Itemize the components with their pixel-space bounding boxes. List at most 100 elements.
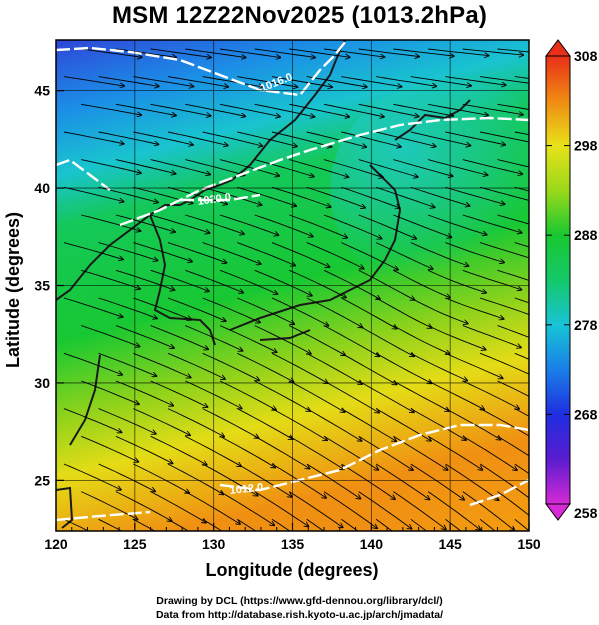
streamline bbox=[167, 242, 227, 263]
streamline bbox=[237, 518, 257, 531]
streamline bbox=[514, 297, 529, 304]
streamline bbox=[254, 103, 315, 117]
streamline bbox=[306, 186, 365, 207]
streamline bbox=[341, 242, 398, 270]
streamline bbox=[428, 103, 488, 115]
streamline bbox=[428, 48, 489, 56]
streamline bbox=[63, 297, 123, 317]
streamline bbox=[254, 48, 315, 58]
streamline bbox=[63, 131, 124, 144]
credit-line-drawing: Drawing by DCL (https://www.gfd-dennou.o… bbox=[156, 595, 443, 607]
streamline bbox=[445, 463, 498, 500]
streamline bbox=[63, 242, 123, 260]
streamline bbox=[462, 491, 515, 531]
streamline bbox=[81, 435, 138, 462]
streamline bbox=[219, 435, 275, 467]
streamline bbox=[410, 408, 466, 440]
streamline bbox=[497, 380, 529, 397]
streamline bbox=[497, 103, 529, 110]
streamline bbox=[237, 131, 297, 146]
streamline bbox=[289, 491, 342, 528]
streamline bbox=[167, 463, 224, 494]
streamline bbox=[497, 435, 529, 457]
streamline bbox=[376, 76, 436, 87]
streamline bbox=[393, 159, 452, 177]
streamline bbox=[167, 131, 228, 145]
streamline bbox=[375, 242, 433, 270]
streamline bbox=[358, 491, 412, 529]
streamline bbox=[202, 131, 263, 146]
streamline bbox=[358, 159, 418, 178]
streamline bbox=[480, 76, 529, 84]
streamline bbox=[271, 297, 328, 326]
streamline bbox=[445, 518, 462, 531]
colorbar-tick-label: 278 bbox=[574, 317, 598, 333]
streamline bbox=[115, 269, 175, 290]
streamline bbox=[341, 463, 395, 499]
colorbar-tick-label: 288 bbox=[574, 227, 598, 243]
streamline bbox=[341, 518, 359, 531]
streamline bbox=[133, 242, 192, 262]
streamline bbox=[167, 76, 228, 87]
x-tick-label: 140 bbox=[360, 536, 384, 552]
streamline bbox=[289, 269, 346, 297]
streamline bbox=[393, 380, 449, 411]
streamline bbox=[462, 214, 522, 233]
streamline bbox=[514, 131, 529, 136]
streamline bbox=[219, 325, 277, 353]
wind-streamlines bbox=[63, 48, 529, 531]
streamline bbox=[358, 103, 419, 116]
streamline bbox=[115, 491, 172, 521]
streamline bbox=[133, 76, 193, 87]
streamline bbox=[167, 352, 225, 379]
streamline bbox=[289, 380, 344, 412]
streamline bbox=[514, 518, 529, 531]
streamline bbox=[237, 186, 296, 206]
streamline bbox=[393, 325, 449, 354]
streamline bbox=[133, 297, 191, 320]
streamline bbox=[237, 352, 293, 382]
streamline bbox=[445, 408, 500, 440]
streamline bbox=[150, 48, 211, 58]
streamline bbox=[514, 186, 529, 192]
streamline bbox=[254, 214, 313, 237]
streamline bbox=[202, 186, 262, 205]
streamline bbox=[427, 269, 486, 292]
coastlines bbox=[56, 40, 471, 529]
streamline bbox=[479, 186, 529, 201]
streamline bbox=[185, 214, 244, 234]
streamline bbox=[133, 408, 190, 436]
streamline bbox=[98, 242, 158, 261]
streamline bbox=[341, 352, 396, 384]
streamline bbox=[306, 297, 363, 327]
streamline bbox=[306, 408, 362, 441]
colorbar-tick-label: 268 bbox=[574, 406, 598, 422]
streamline bbox=[427, 159, 487, 176]
streamline bbox=[427, 435, 482, 470]
streamline bbox=[306, 131, 367, 147]
x-tick-label: 130 bbox=[202, 536, 226, 552]
streamline bbox=[358, 380, 414, 412]
x-tick-label: 150 bbox=[517, 536, 541, 552]
streamline bbox=[81, 48, 141, 57]
streamline bbox=[479, 408, 529, 437]
streamline bbox=[202, 518, 223, 531]
streamline bbox=[358, 269, 415, 300]
streamline bbox=[63, 518, 90, 531]
streamline bbox=[462, 325, 521, 348]
streamline bbox=[98, 518, 123, 531]
streamline bbox=[219, 269, 278, 294]
streamline bbox=[479, 518, 496, 531]
streamline bbox=[81, 103, 141, 115]
y-tick-label: 30 bbox=[34, 375, 50, 391]
isobar-contours bbox=[56, 41, 529, 522]
streamline bbox=[323, 159, 383, 178]
streamline bbox=[289, 48, 349, 57]
streamline bbox=[427, 491, 480, 530]
streamline bbox=[289, 159, 348, 178]
streamline bbox=[237, 297, 294, 324]
credits: Drawing by DCL (https://www.gfd-dennou.o… bbox=[0, 594, 599, 622]
map-title: MSM 12Z22Nov2025 (1013.2hPa) bbox=[111, 2, 488, 29]
streamline bbox=[393, 491, 446, 530]
